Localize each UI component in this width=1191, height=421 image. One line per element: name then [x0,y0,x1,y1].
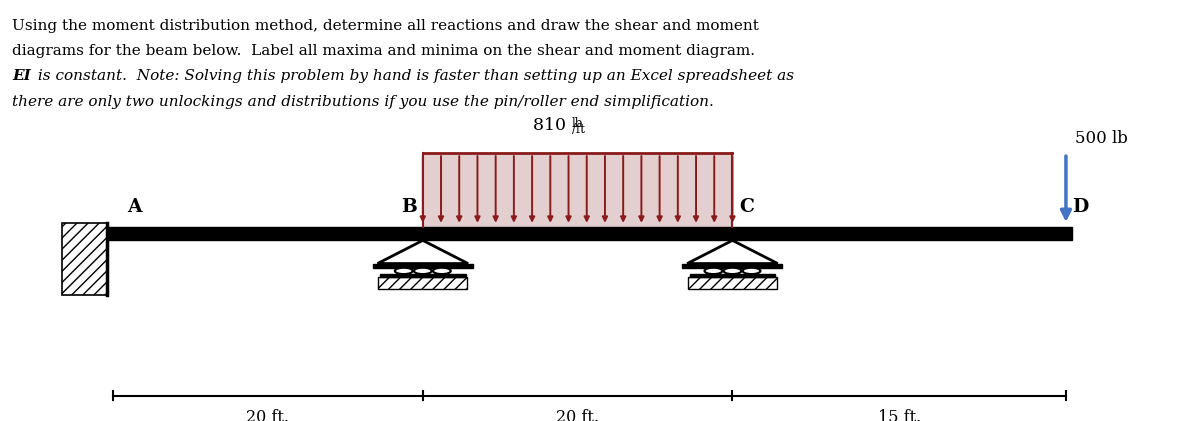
Text: EI: EI [12,69,31,83]
Text: there are only two unlockings and distributions if you use the pin/roller end si: there are only two unlockings and distri… [12,95,713,109]
Text: lb: lb [572,117,584,130]
Bar [107,227,1072,240]
Circle shape [434,268,450,274]
Text: D: D [1072,198,1089,216]
Bar [423,153,732,227]
Bar [682,264,782,268]
Text: 500 lb: 500 lb [1075,130,1128,147]
Polygon shape [378,240,468,264]
Text: 20 ft.: 20 ft. [247,409,289,421]
Bar [380,274,466,277]
Text: 810: 810 [534,117,572,134]
Circle shape [704,268,722,274]
Text: C: C [740,198,754,216]
Circle shape [394,268,412,274]
Text: diagrams for the beam below.  Label all maxima and minima on the shear and momen: diagrams for the beam below. Label all m… [12,44,755,58]
Text: /ft: /ft [572,123,585,136]
Text: B: B [400,198,417,216]
Circle shape [724,268,741,274]
Text: 20 ft.: 20 ft. [556,409,599,421]
Text: A: A [127,198,142,216]
Bar [688,277,777,289]
Bar [379,277,467,289]
Text: Using the moment distribution method, determine all reactions and draw the shear: Using the moment distribution method, de… [12,19,759,33]
Bar [373,264,473,268]
Bar [690,274,775,277]
Circle shape [743,268,761,274]
Text: 15 ft.: 15 ft. [878,409,921,421]
Polygon shape [687,240,778,264]
Bar [62,223,107,295]
Circle shape [413,268,431,274]
Text: is constant.  Note: Solving this problem by hand is faster than setting up an Ex: is constant. Note: Solving this problem … [33,69,794,83]
